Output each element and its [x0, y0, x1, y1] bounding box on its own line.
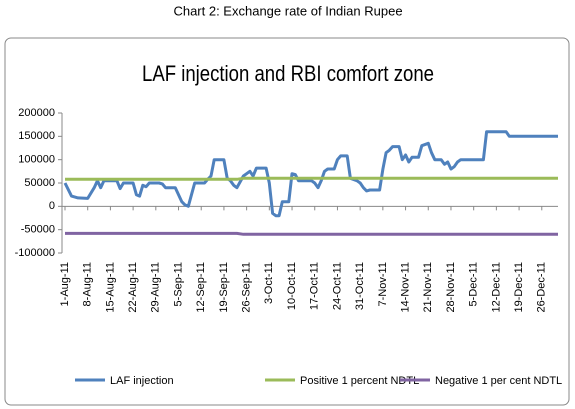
series-line	[63, 130, 558, 218]
x-tick-label: 3-Oct-11	[263, 262, 275, 304]
x-tick-label: 21-Nov-11	[422, 262, 434, 313]
x-tick-label: 8-Aug-11	[82, 262, 94, 306]
x-tick-label: 26-Dec-11	[536, 262, 548, 313]
x-tick-label: 24-Oct-11	[331, 262, 343, 310]
legend-label: Negative 1 per cent NDTL	[435, 375, 562, 387]
legend-label: Positive 1 percent NDTL	[300, 375, 419, 387]
x-tick-label: 31-Oct-11	[354, 262, 366, 310]
x-tick-label: 10-Oct-11	[286, 262, 298, 310]
series-line	[65, 231, 558, 236]
x-tick-label: 29-Aug-11	[150, 262, 162, 313]
x-tick-label: 19-Dec-11	[513, 262, 525, 313]
y-tick-label: -100000	[15, 247, 55, 259]
x-tick-label: 14-Nov-11	[399, 262, 411, 313]
caption: Chart 2: Exchange rate of Indian Rupee	[173, 3, 402, 18]
x-tick-label: 1-Aug-11	[59, 262, 71, 306]
y-tick-label: 200000	[18, 107, 55, 119]
x-tick-label: 7-Nov-11	[377, 262, 389, 306]
x-tick-label: 5-Sep-11	[172, 262, 184, 306]
chart-title: LAF injection and RBI comfort zone	[142, 61, 434, 86]
y-tick-label: 100000	[18, 154, 55, 166]
x-tick-label: 19-Sep-11	[218, 262, 230, 313]
x-tick-label: 17-Oct-11	[309, 262, 321, 310]
x-tick-label: 22-Aug-11	[127, 262, 139, 313]
y-tick-label: 0	[49, 200, 55, 212]
x-tick-label: 5-Dec-11	[468, 262, 480, 306]
chart-frame	[4, 37, 570, 406]
y-tick-label: 50000	[24, 177, 55, 189]
x-tick-label: 28-Nov-11	[445, 262, 457, 313]
x-tick-label: 26-Sep-11	[241, 262, 253, 313]
y-tick-label: -50000	[21, 224, 55, 236]
x-tick-label: 15-Aug-11	[104, 262, 116, 313]
series-line	[65, 176, 558, 181]
legend-label: LAF injection	[110, 375, 174, 387]
y-tick-label: 150000	[18, 130, 55, 142]
x-tick-label: 12-Sep-11	[195, 262, 207, 313]
x-tick-label: 12-Dec-11	[490, 262, 502, 313]
